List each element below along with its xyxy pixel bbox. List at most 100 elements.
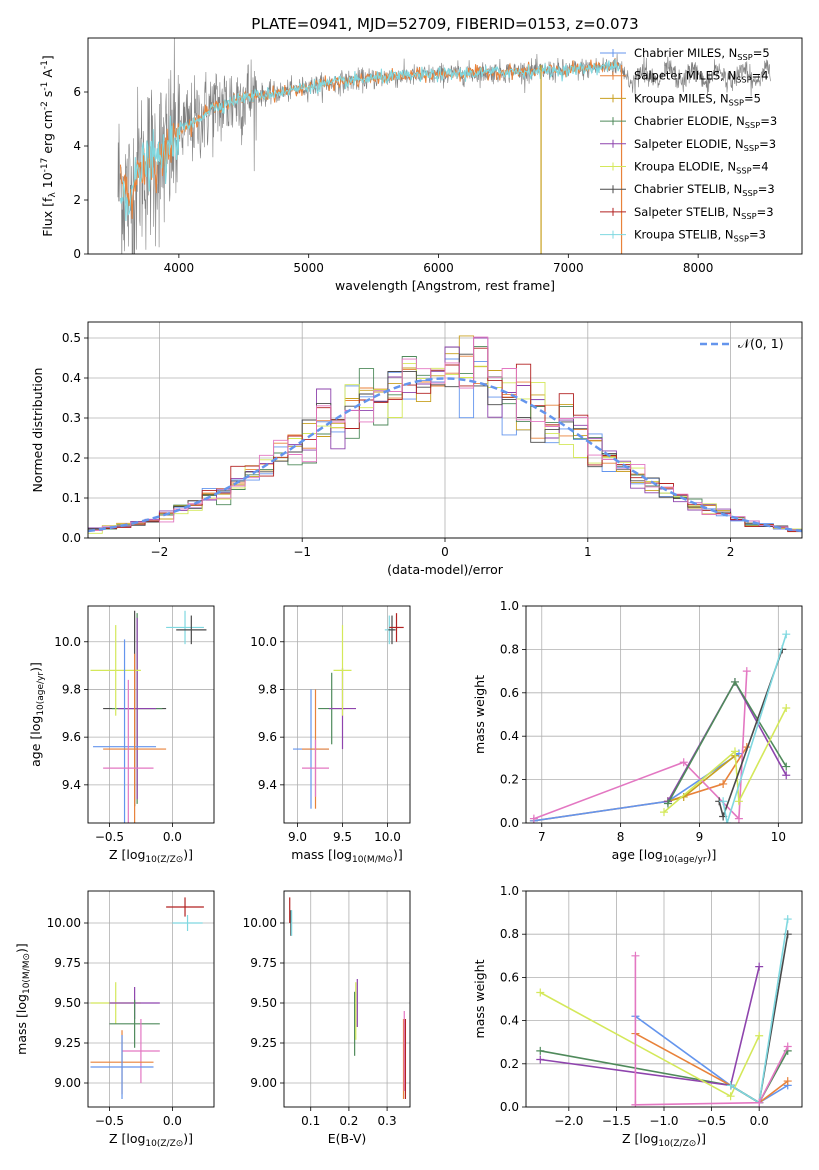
x-axis-label: Z [log10(Z/Z⊙)] [622, 1131, 706, 1149]
x-axis-label: (data-model)/error [387, 562, 504, 577]
weight-point-marker [719, 779, 728, 788]
weight-point-marker [734, 814, 743, 823]
x-axis-label: Z [log10(Z/Z⊙)] [109, 1131, 193, 1149]
plot-frame [525, 605, 803, 824]
weight-point-marker [631, 951, 640, 960]
y-tick-label: 9.4 [62, 778, 81, 792]
plot-frame [283, 605, 411, 824]
y-tick-label: 0.6 [500, 970, 519, 984]
y-tick-label: 0.2 [500, 1057, 519, 1071]
weight-point-marker [536, 988, 545, 997]
weight-point-marker [755, 962, 764, 971]
figure-title: PLATE=0941, MJD=52709, FIBERID=0153, z=0… [251, 15, 638, 33]
y-tick-label: 9.00 [250, 1076, 277, 1090]
x-tick-label: 8000 [683, 261, 714, 275]
y-tick-label: 9.50 [250, 996, 277, 1010]
x-tick-label: −2 [151, 545, 169, 559]
x-tick-label: 0.2 [339, 1114, 358, 1128]
x-tick-label: 9 [696, 830, 704, 844]
y-tick-label: 6 [73, 85, 81, 99]
y-tick-label: 9.00 [54, 1076, 81, 1090]
weight-point-marker [782, 630, 791, 639]
y-tick-label: 0.8 [500, 927, 519, 941]
y-tick-label: 9.50 [54, 996, 81, 1010]
x-tick-label: 0.0 [163, 1114, 182, 1128]
plot-frame [87, 37, 803, 255]
spectrum-panel: 4000 5000 6000 7000 8000 0 2 4 6 wavelength [Angs… [40, 37, 803, 293]
y-tick-label: 1.0 [500, 884, 519, 898]
y-tick-label: 9.6 [258, 730, 277, 744]
x-tick-label: 5000 [293, 261, 324, 275]
legend-label: 𝒩(0, 1) [738, 336, 784, 351]
weight-point-marker [730, 677, 739, 686]
y-tick-label: 9.4 [258, 778, 277, 792]
x-tick-label: 0.1 [301, 1114, 320, 1128]
weight-point-marker [742, 667, 751, 676]
y-tick-label: 9.75 [250, 956, 277, 970]
y-tick-label: 0.0 [500, 1100, 519, 1114]
weight-series-line [722, 633, 787, 823]
spectrum-model-line [120, 59, 621, 221]
x-tick-label: 4000 [164, 261, 195, 275]
x-tick-label: 2 [727, 545, 735, 559]
x-tick-label: 0 [441, 545, 449, 559]
legend-label: Kroupa MILES, NSSP=5 [634, 91, 761, 107]
x-tick-label: −0.5 [95, 830, 124, 844]
x-axis-label: E(B-V) [328, 1131, 367, 1146]
y-tick-label: 0.6 [500, 686, 519, 700]
y-tick-label: 0.0 [500, 816, 519, 830]
weight-point-marker [723, 819, 732, 823]
weight-point-marker [631, 1100, 640, 1107]
errorbar-plot-area [289, 897, 407, 1099]
y-tick-label: 0.4 [62, 371, 81, 385]
x-tick-label: 10.0 [374, 830, 401, 844]
x-tick-label: 7000 [553, 261, 584, 275]
spectrum-data-line [117, 38, 771, 254]
plot-frame [283, 890, 411, 1108]
y-tick-label: 2 [73, 193, 81, 207]
y-tick-label: 9.8 [62, 682, 81, 696]
x-tick-label: 0.3 [378, 1114, 397, 1128]
normal-curve [88, 377, 802, 533]
age-vs-mass-panel: 9.0 9.5 10.0 9.4 9.6 9.8 10.0 mass [log10(M/M⊙)… [250, 605, 411, 865]
legend-label: Salpeter MILES, NSSP=4 [634, 69, 769, 85]
x-tick-label: −0.5 [697, 1114, 726, 1128]
y-tick-label: 9.25 [250, 1036, 277, 1050]
weight-point-marker [536, 1055, 545, 1064]
y-tick-label: 4 [73, 139, 81, 153]
weight-point-marker [663, 799, 672, 808]
weight-point-marker [529, 814, 538, 823]
plot-frame [87, 605, 215, 824]
plot-frame [525, 890, 803, 1108]
weight-point-marker [783, 1077, 792, 1086]
y-axis-label: Flux [fλ 10-17 erg cm-2 s-1 A-1] [40, 55, 58, 237]
histogram-step [88, 336, 802, 534]
y-axis-label: mass weight [472, 675, 487, 754]
x-axis-label: age [log10(age/yr)] [612, 847, 717, 865]
y-tick-label: 10.00 [47, 916, 81, 930]
mass-vs-ebv-panel: 0.1 0.2 0.3 9.00 9.25 9.50 9.75 10.00 E(B-V) [243, 890, 411, 1146]
x-tick-label: −0.5 [95, 1114, 124, 1128]
x-tick-label: 10 [771, 830, 786, 844]
x-tick-label: 7 [538, 830, 546, 844]
weight-point-marker [726, 1081, 735, 1090]
y-tick-label: 9.6 [62, 730, 81, 744]
weight-plot-area [529, 630, 791, 823]
weight-point-marker [730, 747, 739, 756]
x-tick-label: −1.5 [602, 1114, 631, 1128]
weight-point-marker [755, 1098, 764, 1107]
legend-label: Chabrier ELODIE, NSSP=3 [634, 114, 777, 130]
legend-label: Salpeter STELIB, NSSP=3 [634, 205, 774, 221]
y-tick-label: 1.0 [500, 599, 519, 613]
x-tick-label: 0.0 [750, 1114, 769, 1128]
x-axis-label: Z [log10(Z/Z⊙)] [109, 847, 193, 865]
legend-label: Chabrier STELIB, NSSP=3 [634, 182, 775, 198]
x-axis-label: wavelength [Angstrom, rest frame] [335, 278, 555, 293]
mass-weight-vs-Z-panel: −2.0 −1.5 −1.0 −0.5 0.0 0.0 0.2 0.4 0.6 0.8 1.0 Z [… [472, 884, 803, 1149]
age-vs-Z-panel: −0.5 0.0 9.4 9.6 9.8 10.0 Z [log10(Z/Z⊙)] age [… [28, 605, 215, 865]
spectrum-plot-area [117, 38, 771, 254]
weight-plot-area [536, 915, 792, 1107]
y-tick-label: 0.2 [62, 451, 81, 465]
y-tick-label: 9.8 [258, 682, 277, 696]
